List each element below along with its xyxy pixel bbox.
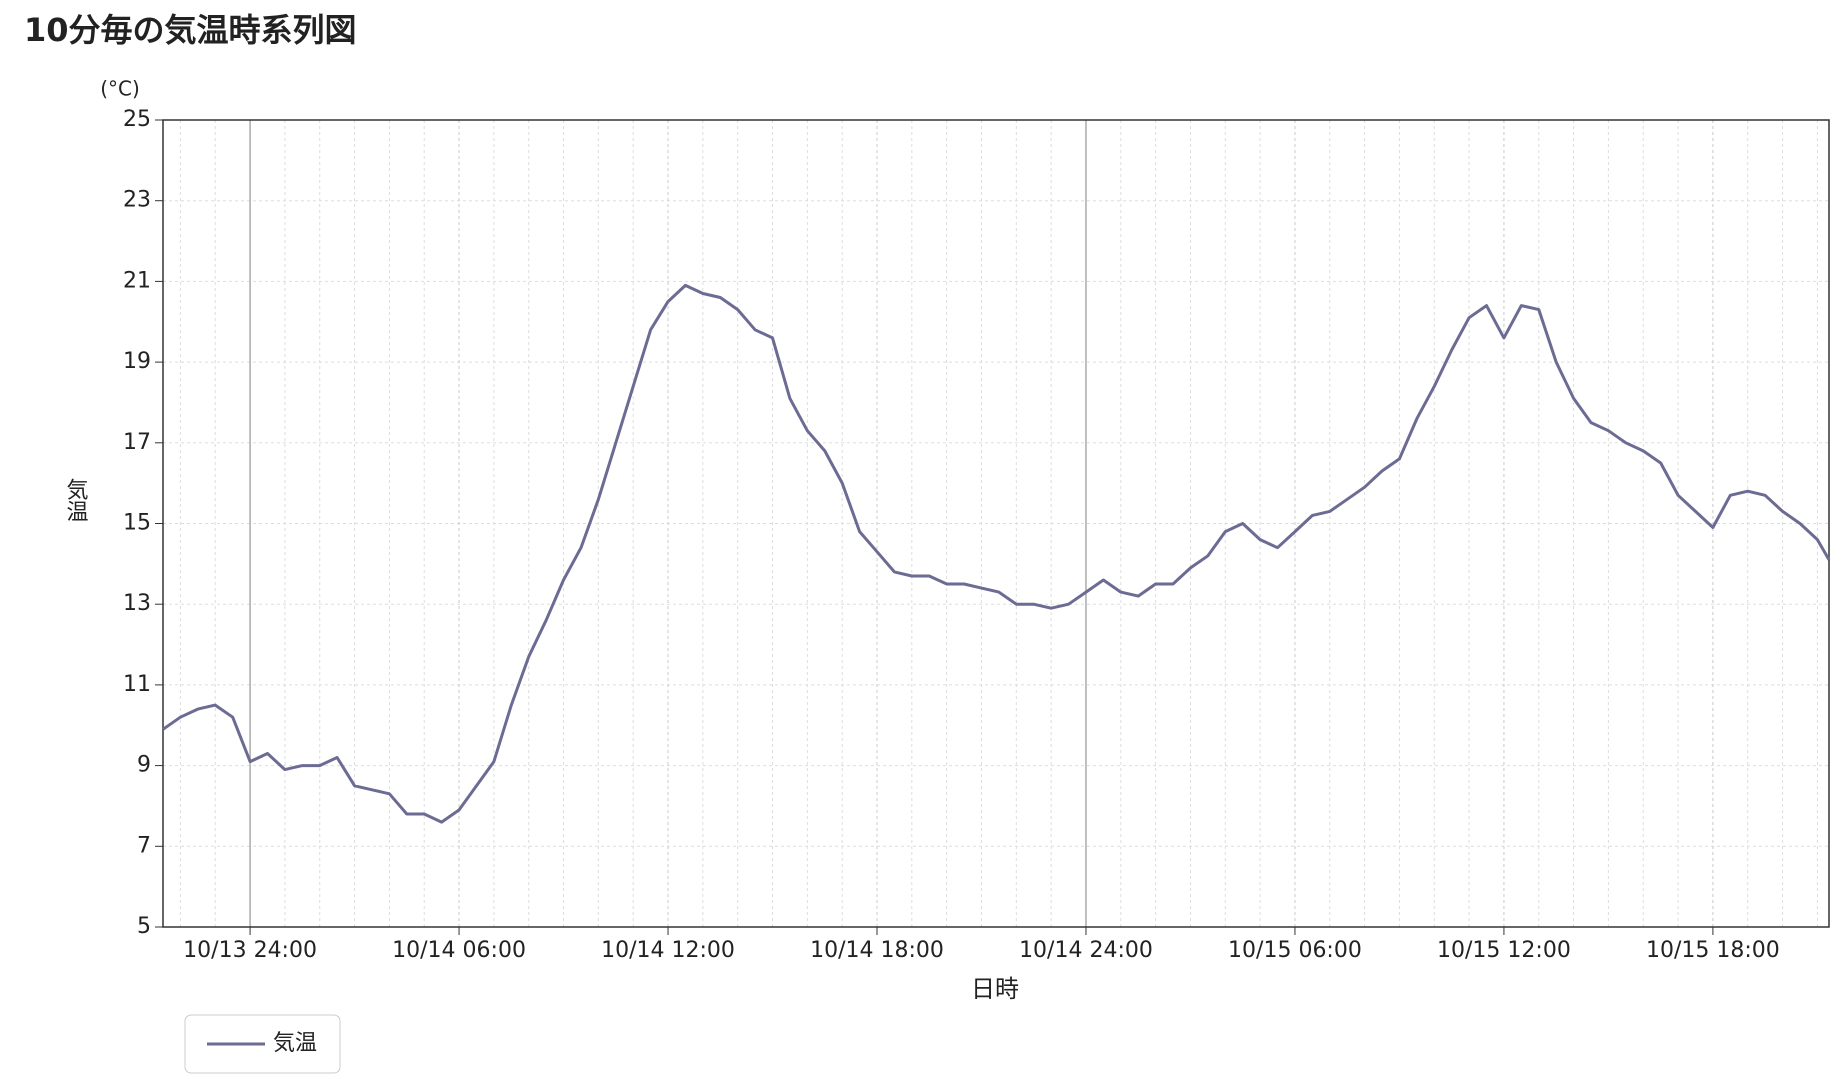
y-tick-label: 15	[123, 511, 151, 536]
x-tick-label: 10/15 12:00	[1437, 938, 1571, 963]
legend-label: 気温	[273, 1031, 317, 1056]
y-tick-label: 5	[137, 914, 151, 939]
x-tick-label: 10/15 06:00	[1228, 938, 1362, 963]
x-tick-label: 10/13 24:00	[183, 938, 317, 963]
y-tick-label: 13	[123, 591, 151, 616]
y-unit: (°C)	[100, 77, 140, 101]
plot-frame	[162, 119, 1830, 928]
y-axis-title: 気温	[63, 478, 89, 522]
x-tick-label: 10/14 12:00	[601, 938, 735, 963]
y-tick-label: 9	[137, 753, 151, 778]
x-tick-label: 10/14 06:00	[392, 938, 526, 963]
y-tick-label: 25	[123, 107, 151, 132]
y-tick-label: 17	[123, 430, 151, 455]
y-tick-label: 7	[137, 833, 151, 858]
y-tick-label: 19	[123, 349, 151, 374]
y-tick-label: 11	[123, 672, 151, 697]
x-tick-label: 10/15 18:00	[1646, 938, 1780, 963]
x-tick-label: 10/14 18:00	[810, 938, 944, 963]
x-axis-title: 日時	[971, 975, 1019, 1003]
y-tick-label: 21	[123, 268, 151, 293]
x-tick-label: 10/14 24:00	[1019, 938, 1153, 963]
line-series	[162, 283, 1831, 824]
chart-title: 10分毎の気温時系列図	[24, 11, 357, 49]
y-tick-label: 23	[123, 188, 151, 213]
